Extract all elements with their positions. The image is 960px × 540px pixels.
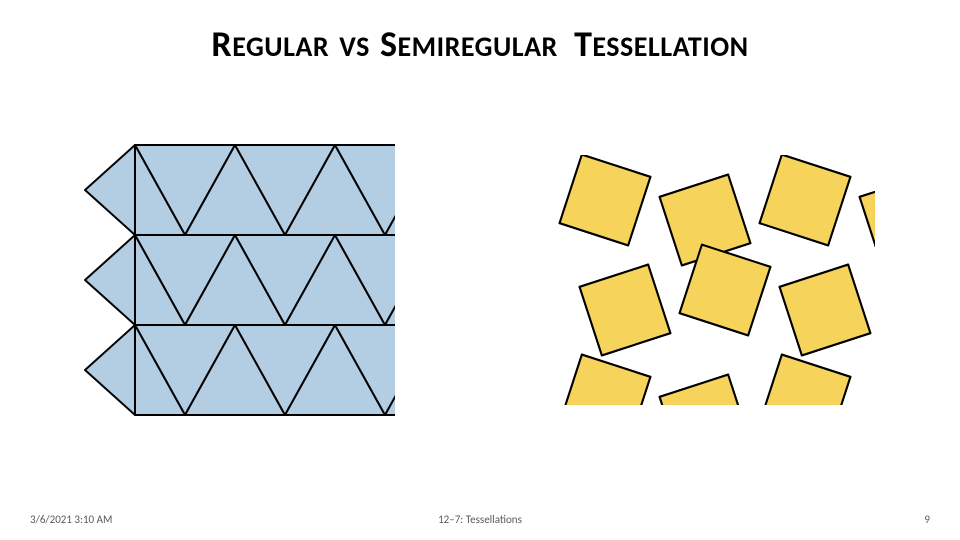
title-w4-rest: ESSELLATION xyxy=(592,29,748,64)
title-w3-cap: S xyxy=(380,22,398,66)
title-w4-cap: T xyxy=(574,22,592,66)
title-w1-cap: R xyxy=(211,22,232,66)
slide: REGULAR VS SEMIREGULAR TESSELLATION 3/6/… xyxy=(0,0,960,540)
title-w1-rest: EGULAR xyxy=(232,29,329,64)
footer-page: 9 xyxy=(924,513,930,526)
title-w3-rest: EMIREGULAR xyxy=(398,29,558,64)
semiregular-tessellation-figure xyxy=(545,140,885,420)
figures-row xyxy=(0,140,960,420)
slide-title: REGULAR VS SEMIREGULAR TESSELLATION xyxy=(0,22,960,66)
title-w2: VS xyxy=(333,29,376,64)
regular-tessellation-figure xyxy=(75,140,395,420)
footer-topic: 12–7: Tessellations xyxy=(0,513,960,526)
